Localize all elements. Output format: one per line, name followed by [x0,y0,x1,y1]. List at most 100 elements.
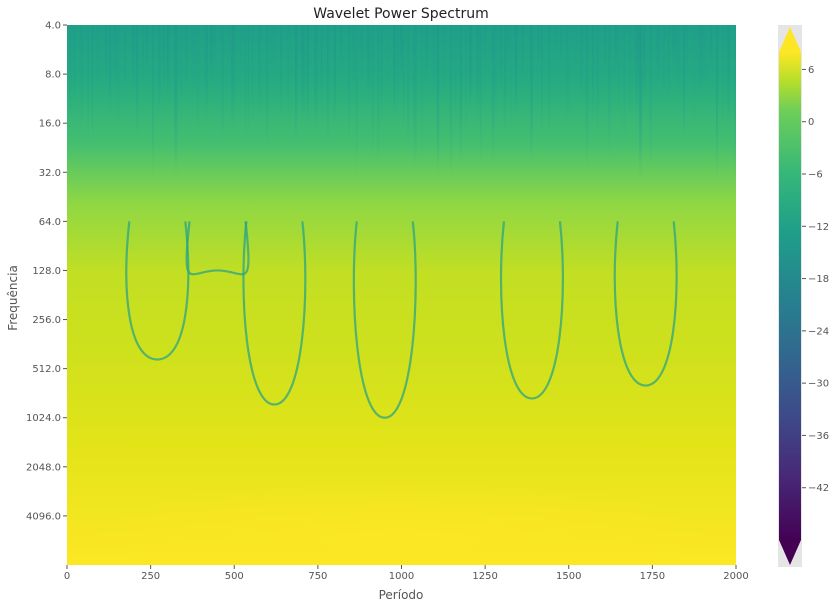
x-tick-label: 1250 [472,571,497,582]
stripe [407,25,410,153]
stripe [495,25,497,121]
stripe [136,25,139,138]
stripe [574,25,577,79]
stripe [162,25,165,97]
stripe [682,25,685,142]
stripe [603,25,607,78]
stripe [326,25,329,144]
power-contours [125,221,678,419]
colorbar-tick-label: −42 [808,483,829,494]
contour-line [125,221,190,361]
stripe [639,25,643,181]
stripe [635,25,639,117]
stripe [700,25,704,93]
stripe [722,25,724,150]
y-tick-label: 32.0 [39,168,61,179]
stripe [548,25,551,137]
stripe [166,25,170,98]
stripe [596,25,599,139]
stripe [559,25,562,72]
y-tick-label: 16.0 [39,119,61,130]
stripe [540,25,543,141]
y-tick-label: 8.0 [45,70,61,81]
stripe [306,25,310,125]
stripe [565,25,569,129]
stripe [191,25,196,98]
stripe [510,25,512,140]
stripe [662,25,666,107]
x-axis-label: Período [379,588,424,602]
stripe [244,25,247,160]
stripe [656,25,660,86]
colorbar-tick-label: −24 [808,326,829,337]
y-tick-label: 64.0 [39,217,61,228]
x-tick-label: 1000 [389,571,414,582]
stripe [360,25,363,88]
stripe [377,25,380,173]
stripe [592,25,594,121]
stripe [727,25,731,126]
contour-line [185,221,250,276]
stripe [459,25,463,165]
stripe [436,25,440,176]
stripe [530,25,533,167]
stripe [180,25,182,132]
y-tick-label: 128.0 [32,266,61,277]
stripe [399,25,403,81]
stripe [131,25,136,94]
stripe [210,25,214,81]
stripe [340,25,343,72]
contour-line [613,221,678,387]
stripe [69,25,72,124]
stripe [393,25,396,120]
stripe [614,25,617,78]
stripe [108,25,112,116]
stripe [204,25,208,120]
y-tick-label: 256.0 [32,315,61,326]
stripe [499,25,502,95]
colorbar-tick-label: −12 [808,222,829,233]
stripe [425,25,428,82]
colorbar-tick-label: −36 [808,431,829,442]
stripe [174,25,178,177]
stripe [251,25,254,123]
stripe [402,25,405,130]
stripe [80,25,83,136]
stripe [522,25,524,86]
stripe [113,25,117,86]
low-frequency-hotspot [70,480,730,565]
stripe [667,25,670,111]
stripe [413,25,417,172]
stripe [352,25,355,90]
x-tick-label: 500 [225,571,244,582]
stripe [301,25,305,121]
stripe [491,25,495,163]
stripe [185,25,188,91]
stripe [618,25,620,113]
contour-line [499,221,564,400]
y-axis-label: Frequência [6,265,20,331]
stripe [321,25,323,118]
stripe [152,25,154,180]
stripe [704,25,707,96]
x-tick-label: 1500 [556,571,581,582]
stripe [697,25,702,101]
stripe [468,25,472,111]
y-tick-label: 4096.0 [26,511,61,522]
stripe [709,25,713,69]
stripe [693,25,695,144]
colorbar-tick-label: −6 [808,170,823,181]
stripe [371,25,374,165]
stripe [476,25,480,119]
stripe [247,25,250,140]
x-tick-label: 750 [308,571,327,582]
stripe [386,25,388,105]
stripe [628,25,632,119]
stripe [449,25,453,181]
stripe [145,25,148,71]
stripe [580,25,584,103]
stripe [355,25,358,181]
colorbar-tick-label: −18 [808,274,829,285]
stripe [265,25,269,152]
